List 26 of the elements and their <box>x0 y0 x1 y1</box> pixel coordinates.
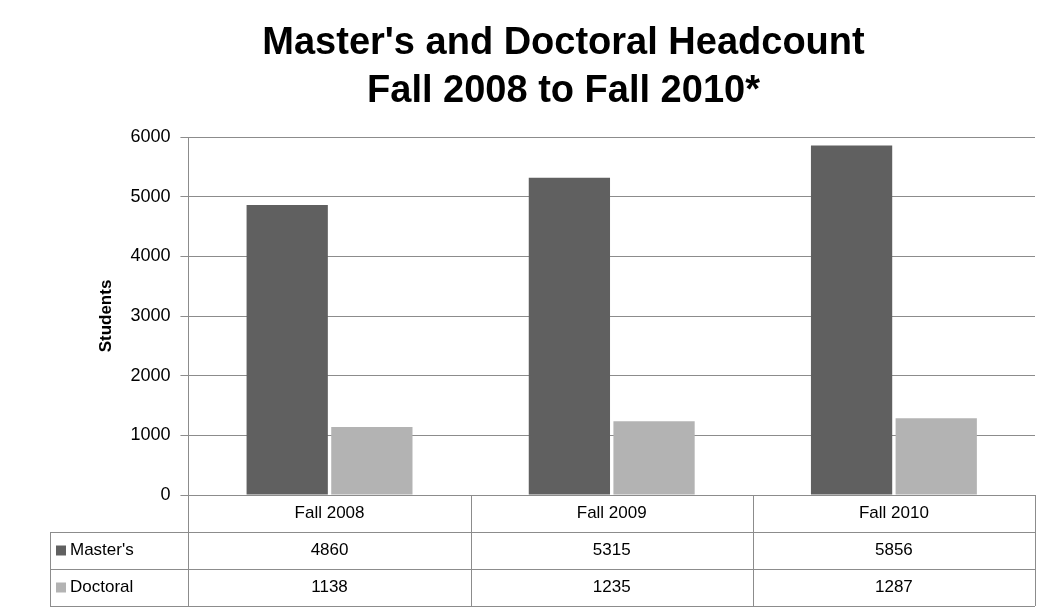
bar <box>810 145 893 495</box>
x-tick-label: Fall 2009 <box>576 503 647 523</box>
legend-label: Doctoral <box>70 577 134 597</box>
data-label: 1235 <box>592 577 631 597</box>
chart-title: Master's and Doctoral Headcount Fall 2008 to Fall 2010* <box>262 20 866 110</box>
bar <box>528 177 611 495</box>
y-axis-title: Students <box>95 279 115 353</box>
data-label: 1287 <box>874 577 913 597</box>
y-tick-label: 2000 <box>130 364 171 385</box>
data-label: 1138 <box>311 577 348 597</box>
bar <box>246 205 328 495</box>
y-tick-label: 5000 <box>130 185 171 206</box>
y-tick-label: 4000 <box>130 245 171 266</box>
x-tick-label: Fall 2010 <box>858 503 929 523</box>
x-tick-label: Fall 2008 <box>294 503 365 523</box>
y-tick-label: 3000 <box>130 304 171 325</box>
y-tick-label: 1000 <box>130 424 171 445</box>
y-tick-label: 6000 <box>130 125 171 146</box>
data-label: 4860 <box>310 540 349 560</box>
data-label: 5856 <box>874 540 913 560</box>
legend-label: Master's <box>70 540 134 560</box>
bar <box>331 427 413 495</box>
bar <box>895 418 977 495</box>
y-tick-label: 0 <box>160 483 171 504</box>
data-label: 5315 <box>592 540 631 560</box>
bar <box>613 421 695 495</box>
